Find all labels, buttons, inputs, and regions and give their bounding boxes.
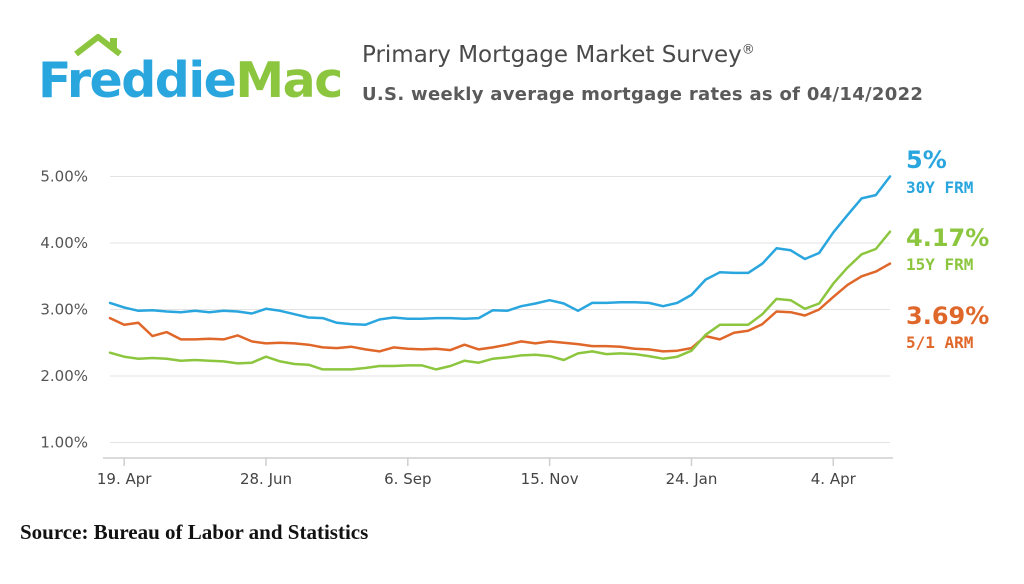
series-name-label: 5/1 ARM [906, 333, 973, 352]
y-tick-label: 2.00% [40, 367, 88, 385]
y-tick-label: 1.00% [40, 434, 88, 452]
x-tick-label: 19. Apr [97, 470, 152, 488]
registered-mark: ® [741, 42, 755, 58]
end-value-label: 4.17% [906, 224, 989, 252]
chart-title: Primary Mortgage Market Survey® [362, 42, 755, 68]
series-line-30y-frm [108, 175, 892, 327]
x-tick-label: 4. Apr [811, 470, 857, 488]
chart-subtitle: U.S. weekly average mortgage rates as of… [362, 84, 924, 105]
mortgage-rate-chart: 5.00% 4.00% 3.00% 2.00% 1.00% 19. Apr 28. Jun… [40, 146, 989, 488]
series-lines [108, 175, 892, 371]
end-value-label: 5% [906, 146, 947, 174]
series-name-label: 15Y FRM [906, 255, 973, 274]
house-roof-icon [74, 34, 122, 57]
x-tick-label: 6. Sep [384, 470, 431, 488]
series-line-5-1-arm [108, 262, 892, 353]
freddie-mac-logo: FreddieMac [38, 34, 343, 114]
series-line-15y-frm [108, 230, 892, 371]
y-axis-ticks: 5.00% 4.00% 3.00% 2.00% 1.00% [40, 168, 88, 452]
x-tick-label: 28. Jun [240, 470, 292, 488]
x-tick-label: 24. Jan [666, 470, 718, 488]
y-tick-label: 3.00% [40, 301, 88, 319]
y-tick-label: 4.00% [40, 234, 88, 252]
logo-word-mac: Mac [235, 52, 343, 109]
series-end-labels: 5% 30Y FRM 4.17% 15Y FRM 3.69% 5/1 ARM [906, 146, 989, 352]
logo-wordmark: FreddieMac [38, 52, 343, 109]
x-axis: 19. Apr 28. Jun 6. Sep 15. Nov 24. Jan 4. Apr [97, 457, 893, 488]
end-value-label: 3.69% [906, 302, 989, 330]
series-name-label: 30Y FRM [906, 178, 973, 197]
y-tick-label: 5.00% [40, 168, 88, 186]
chart-title-text: Primary Mortgage Market Survey [362, 42, 742, 68]
source-note: Source: Bureau of Labor and Statistics [20, 520, 369, 544]
logo-word-freddie: Freddie [38, 52, 237, 109]
x-tick-label: 15. Nov [521, 470, 579, 488]
